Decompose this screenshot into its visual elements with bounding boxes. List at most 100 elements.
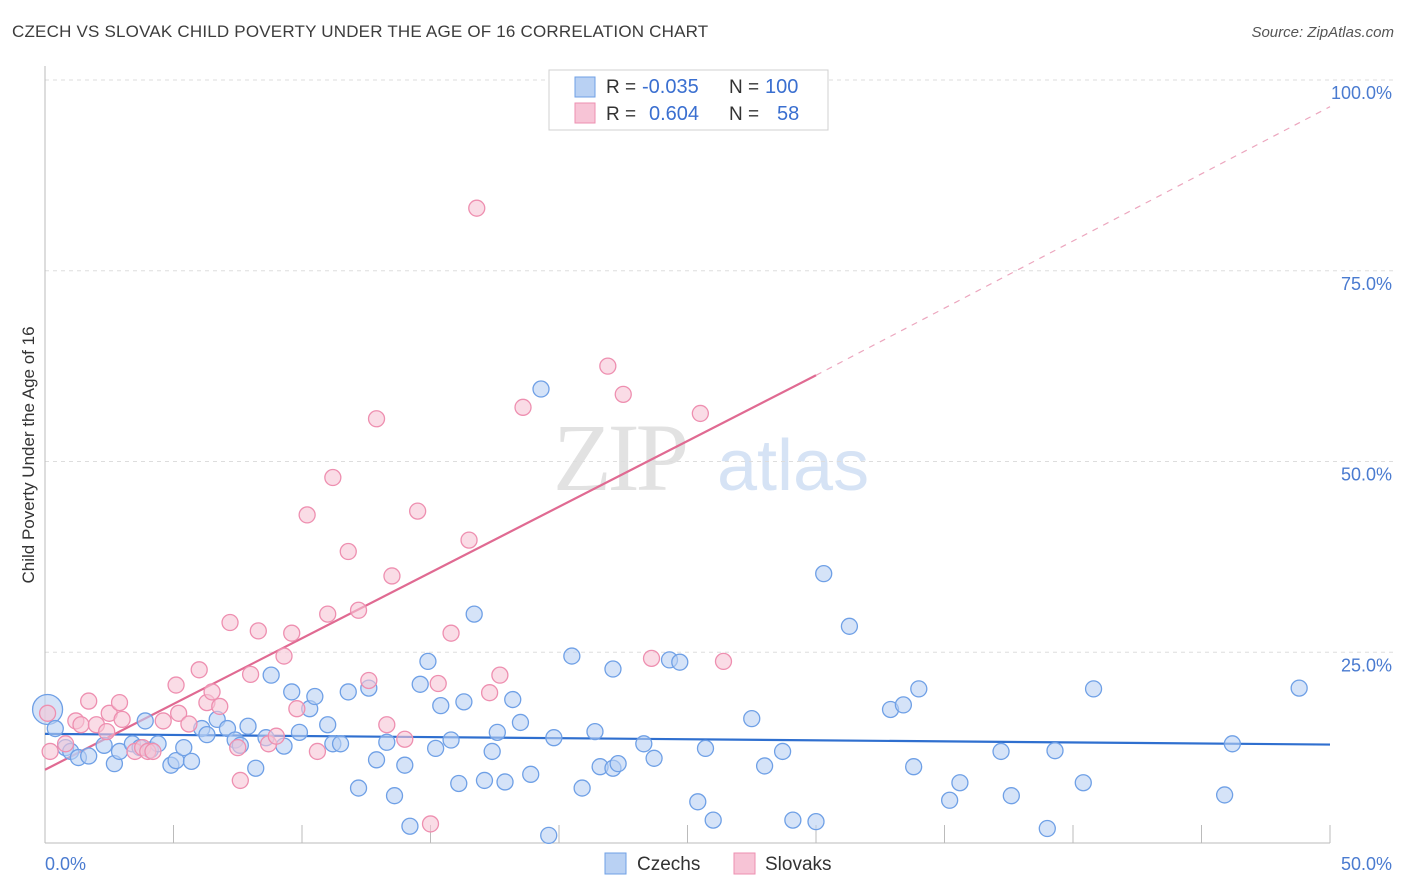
point-slovaks [408,502,427,520]
point-czechs [586,722,604,741]
point-slovaks [514,398,532,416]
point-slovaks [180,715,198,733]
point-czechs [563,647,581,665]
point-slovaks [396,730,414,748]
point-slovaks [714,652,733,671]
legend-n-value-slovaks: 58 [777,103,799,125]
point-slovaks [113,710,131,729]
point-czechs [696,739,715,758]
point-slovaks [360,671,378,690]
point-czechs [511,713,530,732]
point-czechs [840,617,859,635]
point-czechs [545,729,563,747]
point-czechs [609,754,627,773]
y-tick-label: 75.0% [1341,274,1392,294]
point-slovaks [144,742,162,761]
point-czechs [396,756,414,774]
watermark-atlas: atlas [717,426,869,506]
point-czechs [290,723,309,742]
point-czechs [1290,679,1308,697]
trend-line-extension-slovaks [815,106,1331,376]
point-czechs [1046,742,1064,760]
point-slovaks [319,605,337,623]
point-slovaks [231,771,249,790]
point-czechs [80,747,98,765]
point-czechs [1002,787,1020,805]
point-czechs [635,735,653,753]
legend-n-value-czechs: 100 [765,76,798,98]
trend-lines [44,106,1331,771]
point-czechs [306,687,324,706]
point-slovaks [642,649,661,668]
point-czechs [385,787,404,805]
point-czechs [46,719,64,738]
point-czechs [604,660,622,678]
x-tick-label-max: 50.0% [1341,854,1392,874]
point-czechs [573,779,591,797]
point-czechs [784,811,802,829]
tick-labels: 25.0% 50.0% 75.0% 100.0% 0.0% 50.0% [45,83,1392,874]
y-axis-label: Child Poverty Under the Age of 16 [19,326,38,583]
y-tick-label: 50.0% [1341,465,1392,485]
point-slovaks [308,742,327,761]
point-slovaks [442,624,460,642]
point-slovaks [38,704,57,722]
legend-swatch-czechs [574,76,596,98]
point-czechs [689,793,707,811]
point-czechs [465,605,483,623]
point-slovaks [211,697,229,716]
point-czechs [411,675,429,693]
point-slovaks [241,665,260,684]
point-czechs [432,697,450,715]
bottom-legend-label-czechs: Czechs [637,854,700,875]
point-slovaks [98,722,116,741]
bottom-legend-label-slovaks: Slovaks [765,854,832,875]
point-czechs [247,759,265,777]
point-czechs [483,742,501,761]
point-czechs [905,758,923,776]
point-slovaks [221,613,239,632]
point-slovaks [298,506,316,524]
point-czechs [671,653,689,671]
point-czechs [339,683,357,701]
point-slovaks [169,704,188,722]
point-czechs [496,773,514,791]
bottom-legend-swatch-slovaks [733,852,756,875]
point-czechs [755,757,774,775]
point-czechs [450,774,468,793]
point-czechs [349,779,368,797]
point-czechs [319,716,337,734]
point-czechs [815,565,833,583]
point-czechs [426,739,445,758]
point-slovaks [367,410,386,428]
point-slovaks [480,684,499,702]
point-czechs [442,731,460,749]
point-slovaks [167,676,185,694]
point-czechs [488,723,506,742]
point-slovaks [491,666,509,684]
point-slovaks [154,712,172,730]
source-label: Source: ZipAtlas.com [1251,24,1394,41]
axes [44,66,1331,844]
point-slovaks [275,647,293,665]
bottom-legend-swatch-czechs [604,852,627,875]
correlation-legend: R = -0.035 N = 100 R = 0.604 N = 58 [548,69,829,131]
trend-line-slovaks [44,374,817,771]
point-czechs [773,742,792,761]
point-czechs [401,817,419,835]
legend-r-value-czechs: -0.035 [642,76,699,98]
point-czechs [522,765,540,783]
chart-title: CZECH VS SLOVAK CHILD POVERTY UNDER THE … [12,22,709,41]
point-czechs [940,791,959,809]
point-slovaks [599,357,617,375]
legend-r-value-slovaks: 0.604 [649,103,699,125]
point-slovaks [41,742,59,761]
point-czechs [532,380,550,398]
legend-n-label-slovaks: N = [729,104,759,125]
point-czechs [894,696,913,714]
point-czechs [475,771,494,790]
point-slovaks [460,531,478,549]
data-points [31,71,1308,845]
point-czechs [1223,735,1241,753]
